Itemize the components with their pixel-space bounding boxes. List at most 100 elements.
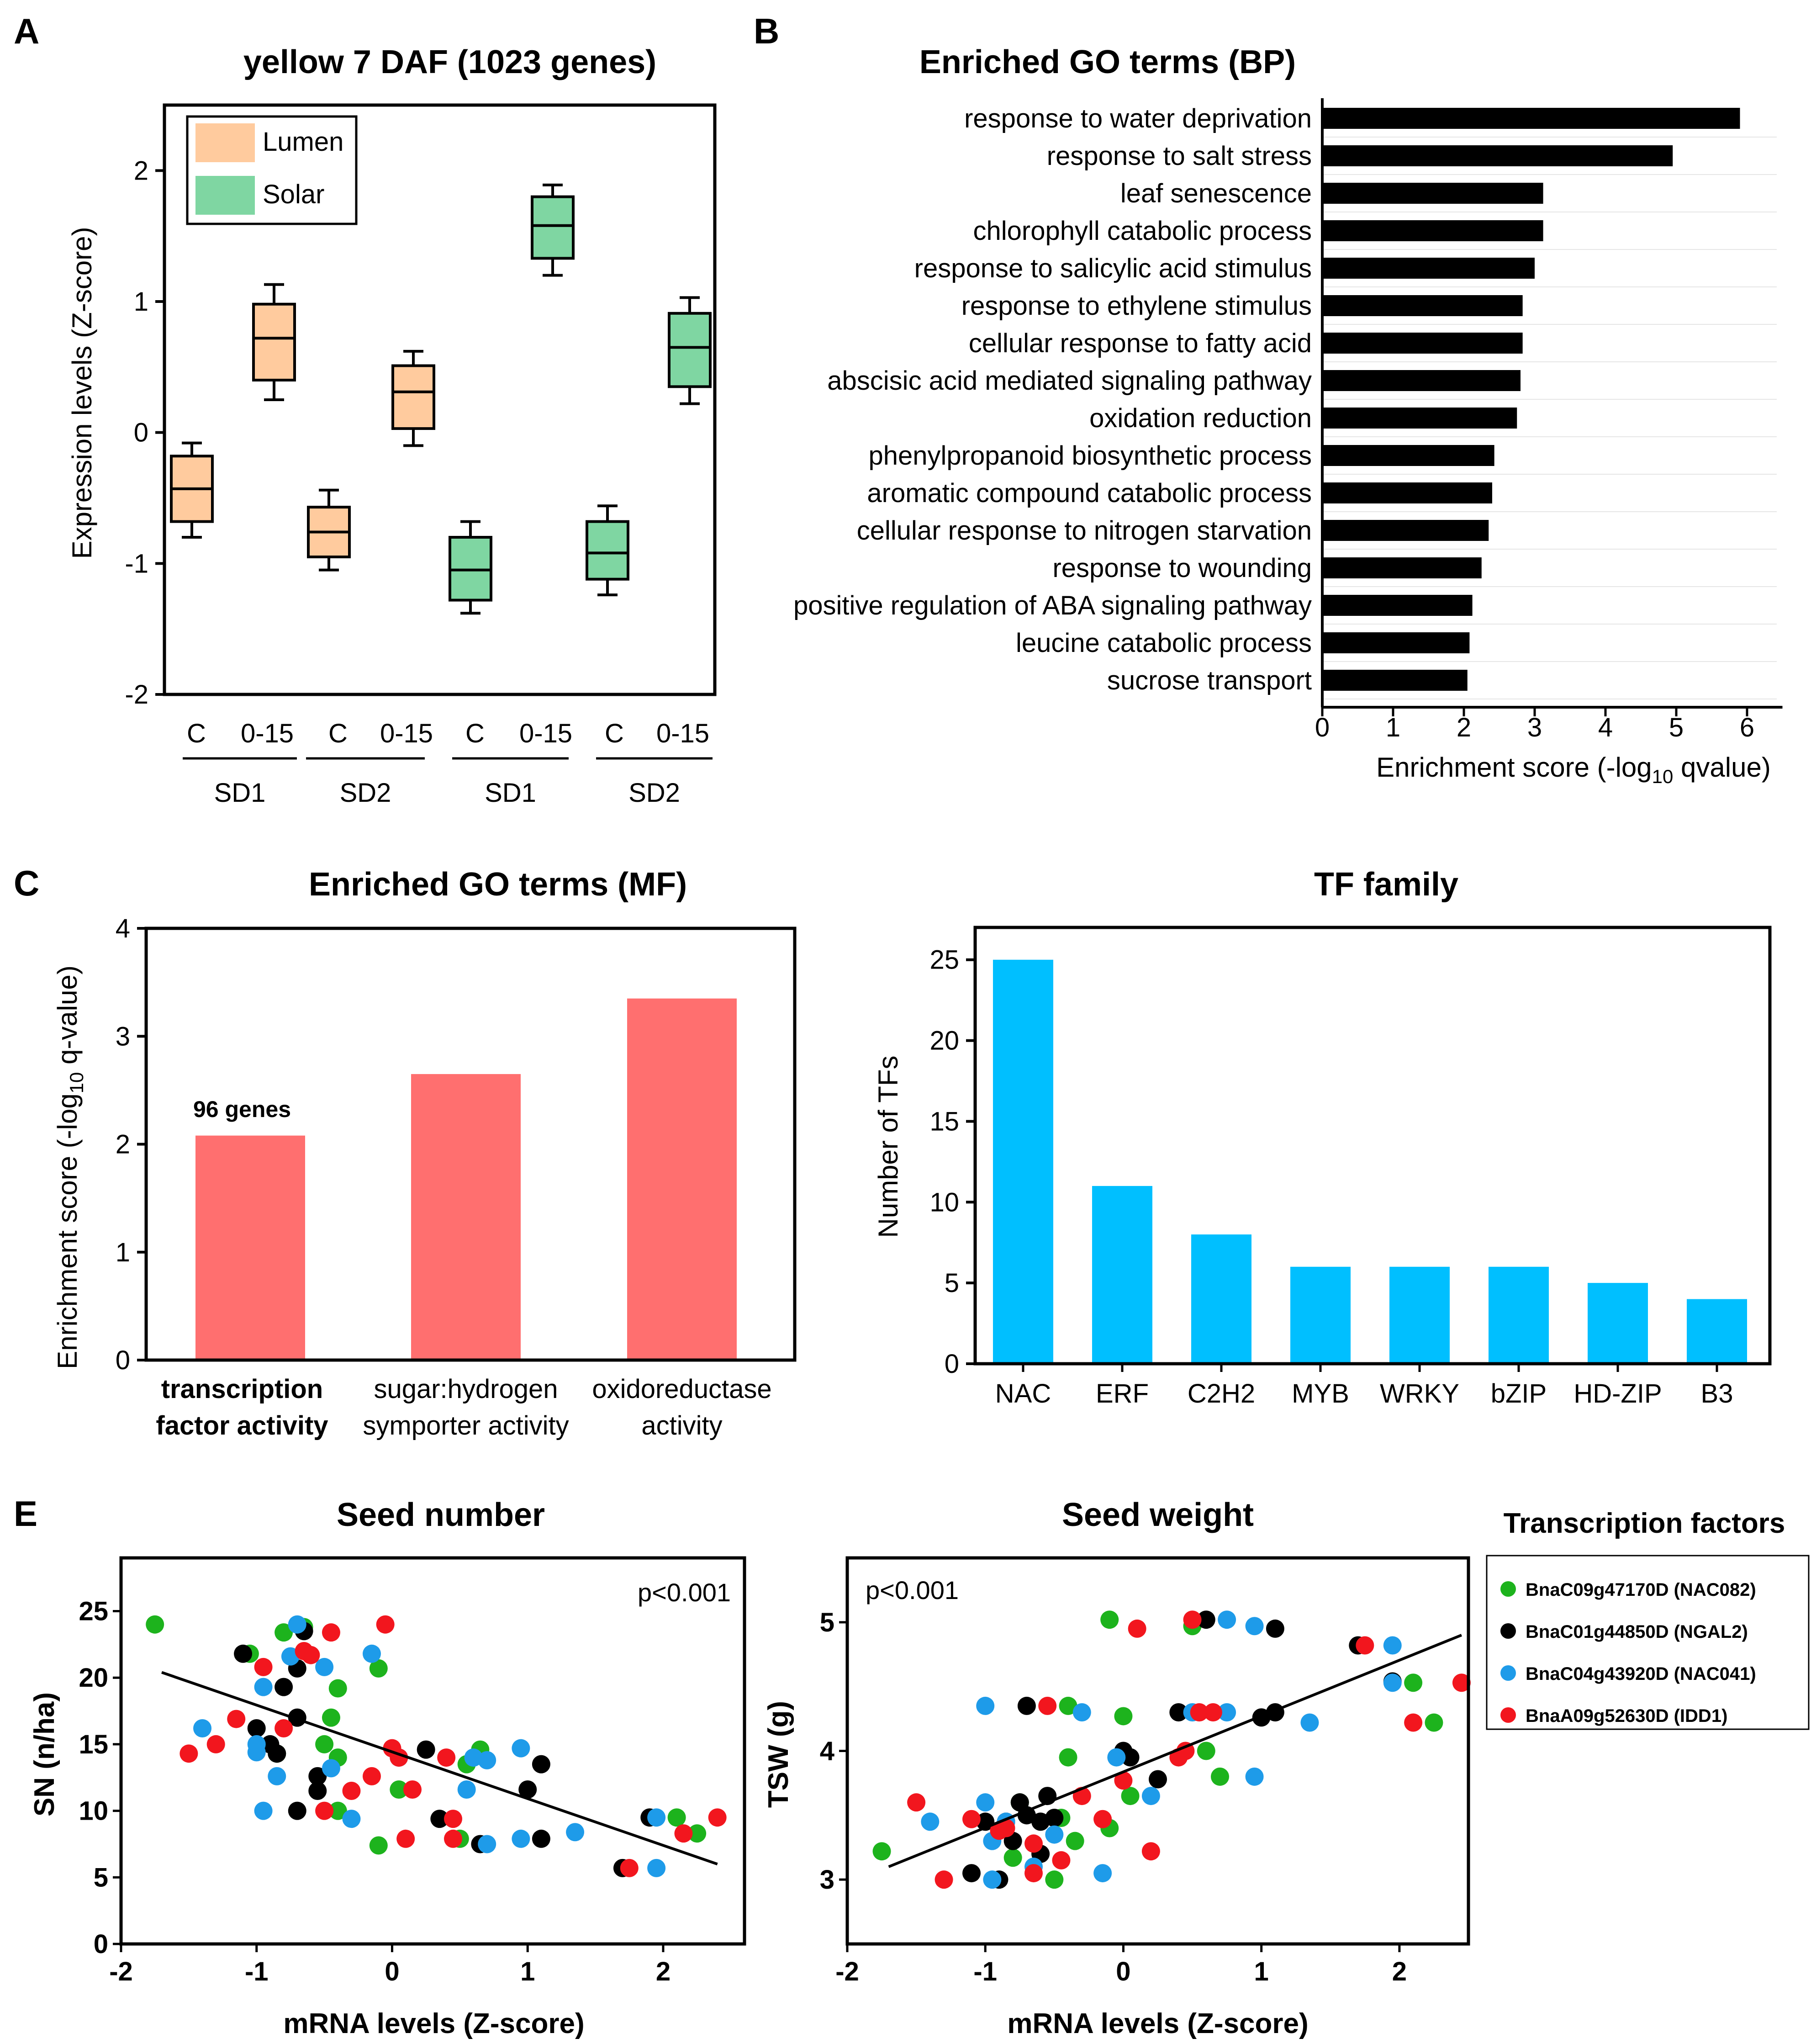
scatter-point	[647, 1808, 666, 1827]
bar	[1322, 370, 1521, 391]
legend-label: BnaA09g52630D (IDD1)	[1526, 1706, 1727, 1726]
box-6	[531, 183, 575, 277]
scatter-point	[1114, 1771, 1133, 1790]
bar	[1191, 1234, 1251, 1364]
ytick-label: 25	[79, 1597, 108, 1626]
scatter-point	[369, 1836, 388, 1855]
ytick-label: 15	[929, 1107, 959, 1136]
panel-letter-e: E	[14, 1493, 37, 1534]
panel-e1-ylabel: SN (n/ha)	[29, 1692, 60, 1816]
scatter-point	[1128, 1619, 1146, 1638]
bar	[1322, 670, 1468, 691]
xtick-label: C	[187, 719, 206, 748]
scatter-point	[328, 1801, 347, 1820]
scatter-point	[1425, 1713, 1443, 1732]
scatter-point	[308, 1767, 327, 1785]
ytick-label: 4	[116, 914, 130, 943]
legend-label-solar: Solar	[263, 180, 324, 209]
xtick-label: 1	[1254, 1957, 1269, 1986]
xtick-label: 0-15	[656, 719, 709, 748]
scatter-point	[1121, 1748, 1140, 1767]
scatter-point	[1017, 1696, 1036, 1715]
category-label: response to water deprivation	[964, 104, 1312, 133]
bar	[1322, 108, 1740, 129]
ytick-label: 15	[79, 1730, 108, 1759]
scatter-point	[1031, 1812, 1050, 1831]
category-label: positive regulation of ABA signaling pat…	[793, 591, 1312, 620]
legend-label: BnaC04g43920D (NAC041)	[1526, 1664, 1756, 1684]
category-label: symporter activity	[363, 1411, 569, 1440]
scatter-point	[275, 1678, 293, 1696]
panel-e2-trendline	[888, 1634, 1463, 1868]
box-8	[668, 296, 712, 405]
group-label: SD1	[485, 778, 536, 808]
bar	[1322, 258, 1535, 279]
scatter-point	[180, 1744, 198, 1763]
ytick-label: 2	[134, 156, 148, 185]
scatter-point	[1404, 1713, 1423, 1732]
category-label: oxidation reduction	[1089, 403, 1312, 433]
scatter-point	[1149, 1770, 1167, 1789]
category-label: MYB	[1292, 1379, 1349, 1409]
scatter-point	[247, 1735, 266, 1753]
scatter-point	[518, 1780, 537, 1799]
bar	[627, 998, 737, 1360]
box-iqr	[391, 364, 435, 430]
ytick-label: 20	[79, 1663, 108, 1693]
scatter-point	[1059, 1748, 1077, 1767]
panel-c2-yaxis: 0 5 10 15 20 25	[929, 945, 975, 1379]
ytick-label: -1	[125, 549, 148, 578]
category-label: response to salicylic acid stimulus	[914, 254, 1312, 283]
category-label: transcription	[161, 1374, 323, 1404]
bar	[1389, 1266, 1450, 1364]
scatter-point	[478, 1751, 496, 1769]
category-label: abscisic acid mediated signaling pathway	[827, 366, 1312, 396]
scatter-point	[369, 1659, 388, 1678]
panel-e1-trendline	[161, 1671, 718, 1866]
bar	[1588, 1283, 1648, 1364]
legend-swatch-lumen	[195, 123, 255, 162]
ytick-label: 5	[94, 1863, 108, 1892]
box-2	[252, 283, 296, 401]
scatter-point	[983, 1870, 1002, 1889]
bar	[1322, 445, 1494, 466]
scatter-point	[430, 1810, 449, 1828]
bar	[1322, 183, 1543, 204]
panel-letter-b: B	[754, 11, 779, 51]
scatter-point	[935, 1870, 953, 1889]
scatter-point	[708, 1808, 727, 1827]
xtick-label: 1	[1386, 713, 1400, 742]
scatter-point	[1024, 1834, 1043, 1853]
scatter-point	[1218, 1703, 1236, 1721]
ytick-label: 2	[116, 1130, 130, 1160]
panel-a-yaxis: -2 -1 0 1 2	[125, 156, 164, 710]
panel-a-xaxis: C 0-15 C 0-15 C 0-15 C 0-15 SD1 SD2 SD1 SD2	[183, 719, 713, 808]
scatter-point	[390, 1780, 408, 1799]
bar	[1322, 145, 1673, 166]
group-label: SD1	[214, 778, 266, 808]
scatter-point	[444, 1810, 463, 1828]
scatter-point	[288, 1615, 306, 1634]
scatter-point	[362, 1644, 381, 1663]
bar	[1687, 1299, 1747, 1364]
group-label: SD2	[628, 778, 680, 808]
category-label: activity	[641, 1411, 722, 1440]
scatter-point	[1245, 1617, 1264, 1636]
scatter-point	[1059, 1696, 1077, 1715]
panel-c2-frame	[973, 926, 1772, 1366]
scatter-point	[268, 1767, 286, 1785]
scatter-point	[437, 1748, 456, 1767]
scatter-point	[1218, 1610, 1236, 1629]
bar	[1092, 1186, 1152, 1364]
bar	[1322, 557, 1482, 578]
group-label: SD2	[340, 778, 391, 808]
category-label: cellular response to fatty acid	[969, 328, 1312, 358]
ytick-label: -2	[125, 680, 148, 710]
scatter-point	[322, 1759, 340, 1778]
scatter-point	[275, 1719, 293, 1737]
xtick-label: 0	[1116, 1957, 1130, 1986]
scatter-point	[1017, 1806, 1036, 1825]
scatter-point	[328, 1679, 347, 1698]
bar	[1290, 1266, 1351, 1364]
